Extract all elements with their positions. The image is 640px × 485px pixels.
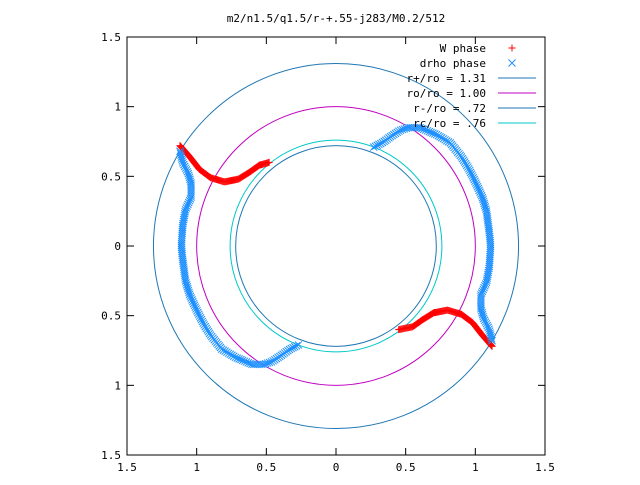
- radius-circles: [152, 62, 520, 430]
- data-point: [396, 126, 405, 135]
- y-tick-label: 1.5: [101, 31, 121, 44]
- legend-label: rc/ro = .76: [413, 117, 486, 130]
- data-points: [176, 123, 496, 369]
- data-point: [371, 142, 380, 151]
- x-tick-label: 1.5: [535, 461, 555, 474]
- data-point: [465, 166, 474, 175]
- legend-label: W phase: [440, 42, 486, 55]
- legend-label: ro/ro = 1.00: [407, 87, 486, 100]
- legend-label: r-/ro = .72: [413, 102, 486, 115]
- legend: W phase drho phase r+/ro = 1.31 ro/ro = 1.0…: [407, 42, 536, 130]
- axis-ticks: 1.5 1 0.5 0 0.5 1 1.51.510.500.511.5: [101, 31, 555, 474]
- legend-entry: r-/ro = .72: [413, 102, 536, 115]
- chart-title: m2/n1.5/q1.5/r-+.55-j283/M0.2/512: [227, 12, 446, 25]
- data-point: [198, 317, 207, 326]
- y-tick-label: 0: [114, 240, 121, 253]
- radius-circle: [235, 145, 437, 347]
- y-tick-label: 1: [114, 101, 121, 114]
- data-point: [369, 143, 378, 151]
- x-tick-label: 0.5: [396, 461, 416, 474]
- radius-circle: [196, 106, 476, 386]
- legend-label: drho phase: [420, 57, 486, 70]
- x-tick-label: 1: [193, 461, 200, 474]
- data-point: [378, 138, 387, 147]
- x-tick-label: 1: [472, 461, 479, 474]
- legend-entry: drho phase: [420, 57, 516, 70]
- data-point: [285, 345, 294, 354]
- y-tick-label: 1.5: [101, 449, 121, 462]
- radius-circle: [152, 62, 520, 430]
- legend-entry: W phase: [440, 42, 516, 55]
- legend-entry: rc/ro = .76: [413, 117, 536, 130]
- data-point: [395, 326, 403, 334]
- legend-swatch: [508, 59, 516, 67]
- x-tick-label: 0.5: [256, 461, 276, 474]
- legend-swatch: [508, 44, 516, 52]
- data-point: [464, 164, 473, 173]
- data-point: [267, 357, 276, 366]
- radius-circle: [229, 139, 443, 353]
- y-tick-label: 0.5: [101, 310, 121, 323]
- data-point: [294, 341, 303, 349]
- y-tick-label: 1: [114, 379, 121, 392]
- legend-entry: ro/ro = 1.00: [407, 87, 536, 100]
- x-tick-label: 1.5: [117, 461, 137, 474]
- legend-entry: r+/ro = 1.31: [407, 72, 536, 85]
- data-point: [292, 341, 301, 350]
- y-tick-label: 0.5: [101, 170, 121, 183]
- x-tick-label: 0: [333, 461, 340, 474]
- legend-label: r+/ro = 1.31: [407, 72, 486, 85]
- data-point: [199, 319, 208, 328]
- data-point: [265, 158, 273, 166]
